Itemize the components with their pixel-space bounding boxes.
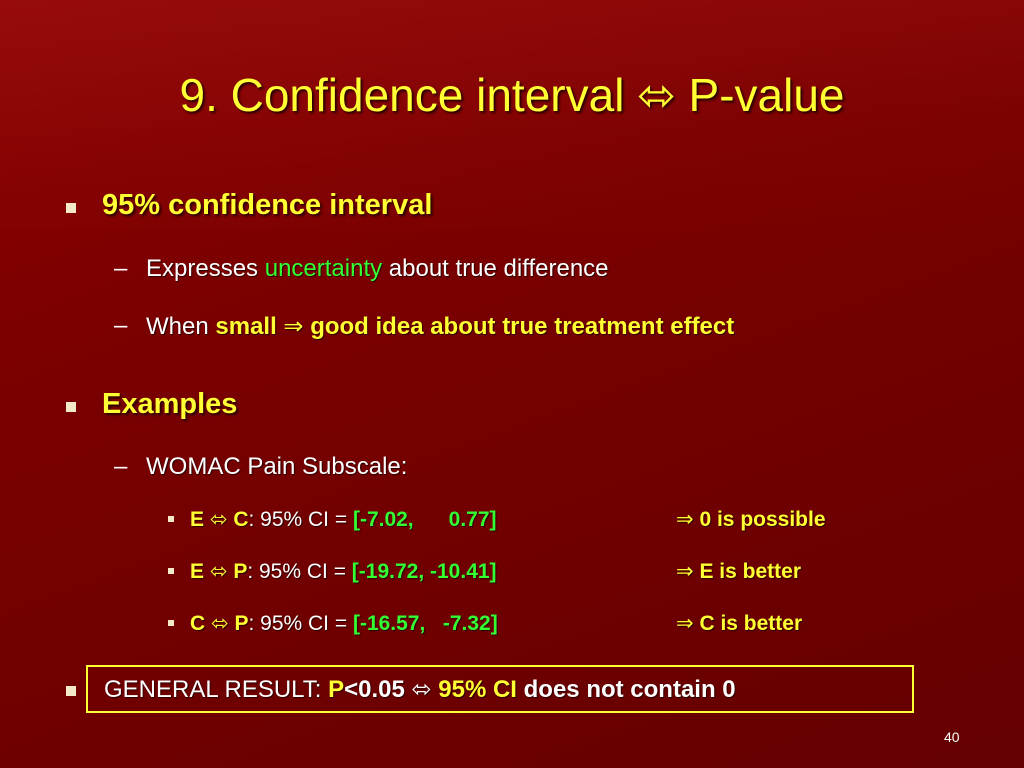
ci-row-c-vs-p-conclusion: ⇒ C is better <box>676 611 803 635</box>
implies-arrow-icon: ⇒ <box>676 611 694 635</box>
general-result-box <box>86 665 914 713</box>
general-result-text: GENERAL RESULT: P<0.05 ⬄ 95% CI does not… <box>104 675 736 703</box>
uncertainty-highlight: uncertainty <box>264 255 383 282</box>
ci-row-c-vs-p: C ⬄ P: 95% CI = [-16.57, -7.32] <box>190 611 498 635</box>
double-arrow-icon: ⬄ <box>637 68 676 122</box>
slide-title: 9. Confidence interval ⬄ P-value <box>179 68 845 122</box>
implies-arrow-icon: ⇒ <box>283 312 304 340</box>
section-heading-confidence-interval: 95% confidence interval <box>102 189 433 221</box>
ci-row-e-vs-c-conclusion: ⇒ 0 is possible <box>676 507 826 531</box>
double-arrow-icon: ⬄ <box>209 559 228 583</box>
bullet-square-icon <box>66 402 76 412</box>
small-bullet-icon <box>168 568 174 574</box>
implies-arrow-icon: ⇒ <box>676 559 694 583</box>
bullet-square-icon <box>66 203 76 213</box>
small-bullet-icon <box>168 620 174 626</box>
section-heading-examples: Examples <box>102 388 238 420</box>
implies-arrow-icon: ⇒ <box>676 507 694 531</box>
bullet-when-small: When small ⇒ good idea about true treatm… <box>146 312 735 340</box>
ci-row-e-vs-c: E ⬄ C: 95% CI = [-7.02, 0.77] <box>190 507 497 531</box>
dash-bullet: – <box>114 255 128 282</box>
page-number: 40 <box>944 729 960 745</box>
womac-subheading: WOMAC Pain Subscale: <box>146 453 408 480</box>
small-bullet-icon <box>168 516 174 522</box>
ci-row-e-vs-p-conclusion: ⇒ E is better <box>676 559 801 583</box>
double-arrow-icon: ⬄ <box>211 611 229 635</box>
ci-row-e-vs-p: E ⬄ P: 95% CI = [-19.72, -10.41] <box>190 559 497 583</box>
dash-bullet: – <box>114 312 128 339</box>
bullet-expresses-uncertainty: Expresses uncertainty about true differe… <box>146 255 609 282</box>
double-arrow-icon: ⬄ <box>411 675 432 703</box>
double-arrow-icon: ⬄ <box>209 507 228 531</box>
bullet-square-icon <box>66 686 76 696</box>
dash-bullet: – <box>114 453 128 480</box>
